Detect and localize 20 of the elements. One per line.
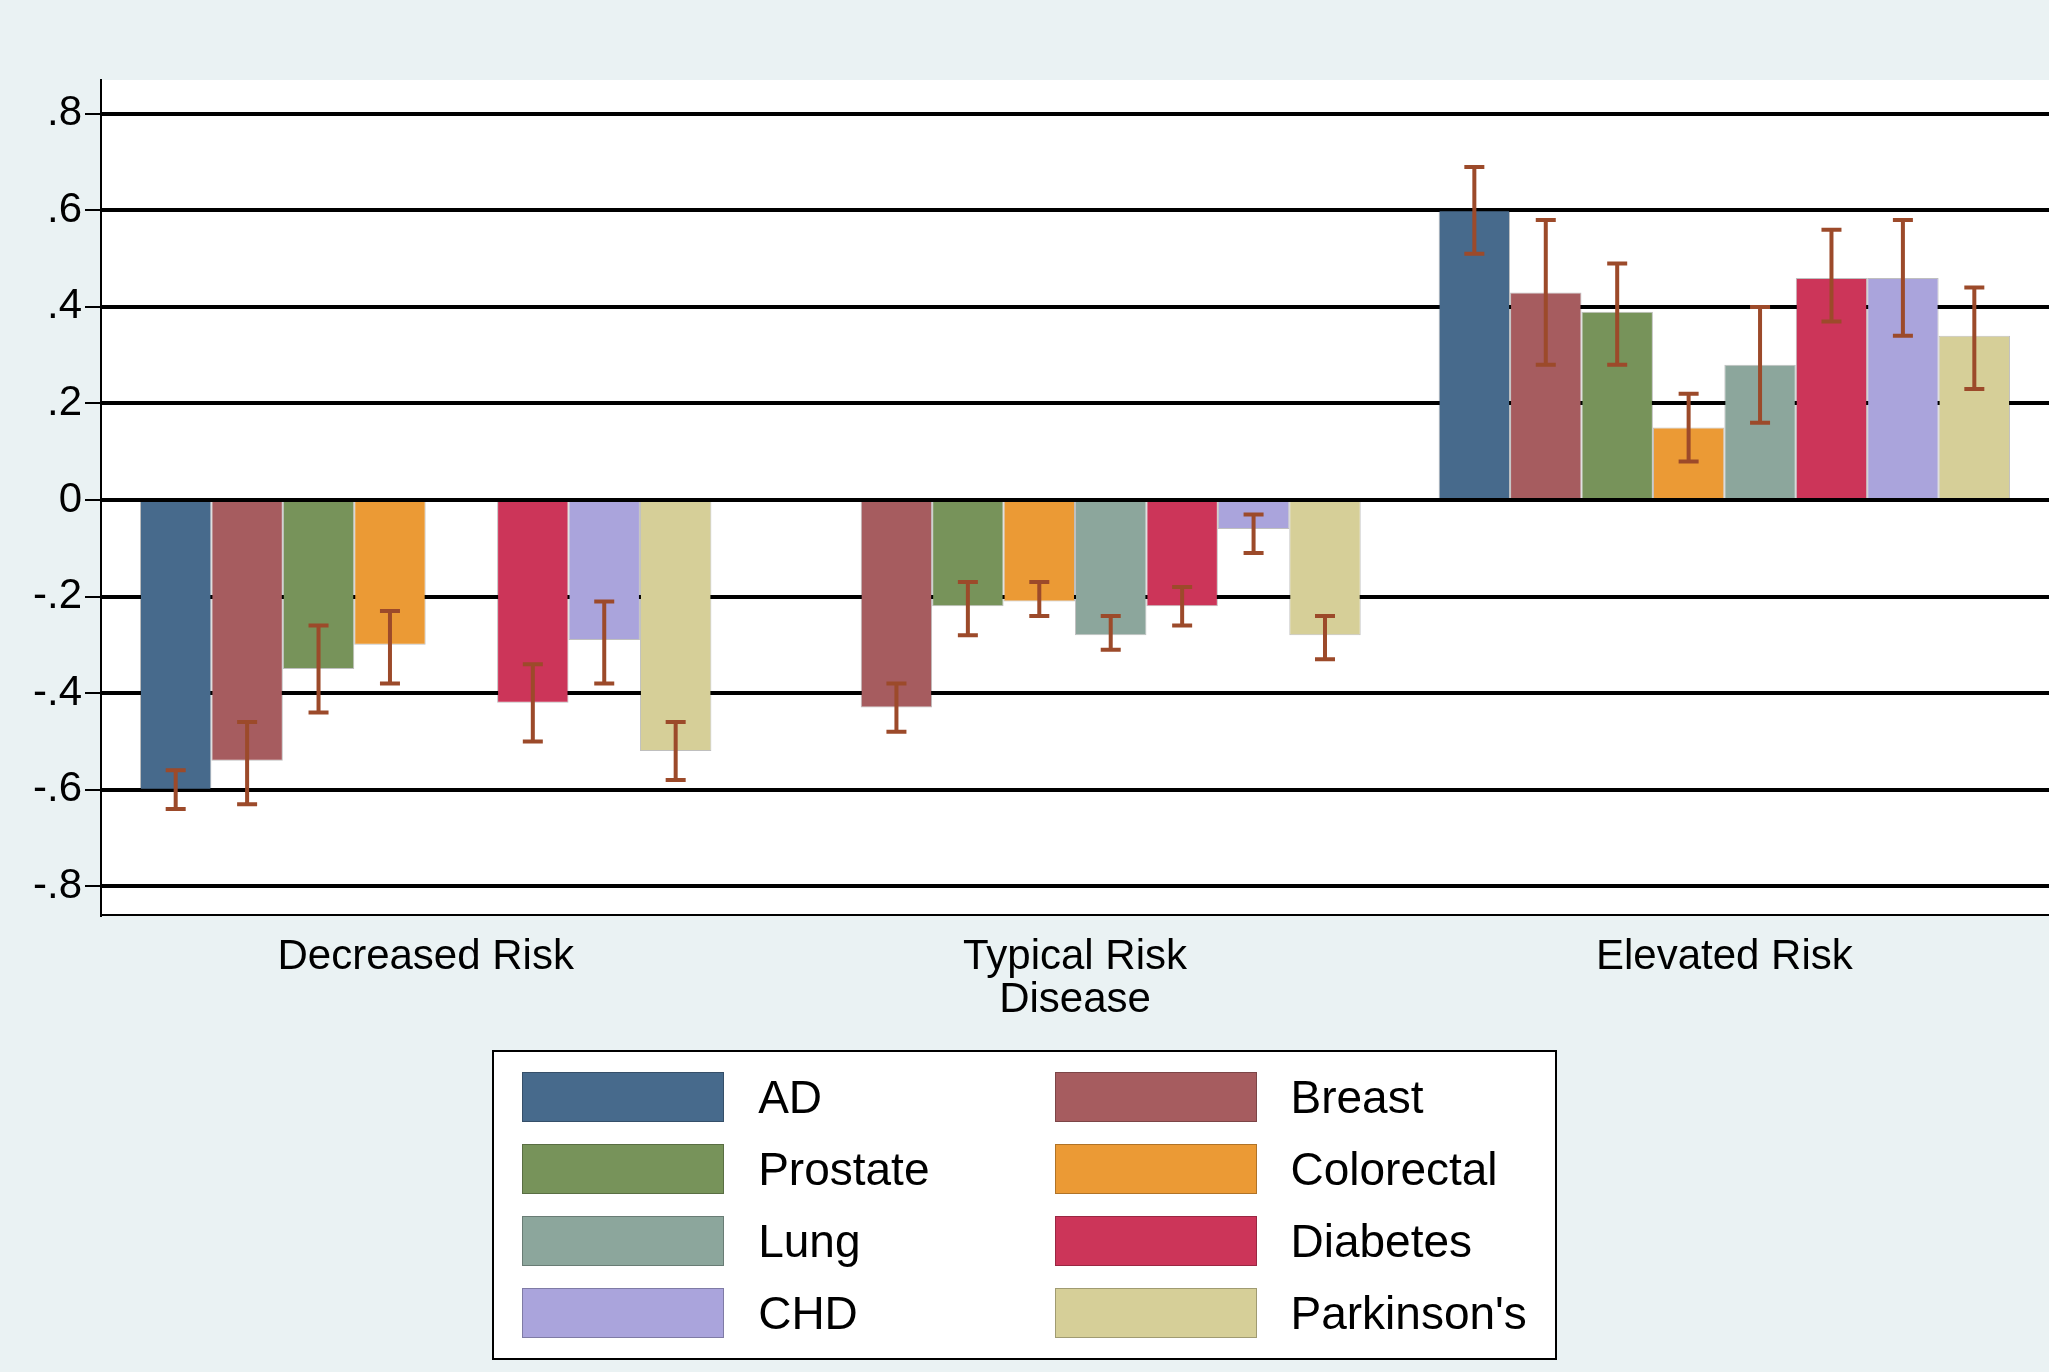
y-tick-label: -.4 [33,666,83,714]
y-tick-label: -.6 [33,763,83,811]
y-tick-label: .8 [46,87,83,135]
legend-label: Breast [1290,1070,1424,1124]
y-tick-label: .2 [46,377,83,425]
y-tick-label: .6 [46,183,83,231]
x-tick-label: Elevated Risk [1595,930,1854,978]
y-tick-label: 0 [58,473,83,521]
y-tick-label: -.8 [33,859,83,907]
legend-label: Parkinson's [1290,1286,1527,1340]
legend-label: Diabetes [1290,1214,1473,1268]
legend-label: CHD [758,1286,858,1340]
y-tick-label: .4 [46,280,83,328]
x-tick-label: Decreased Risk [277,930,575,978]
x-tick-label: Typical Risk [962,930,1189,978]
legend-label: AD [758,1070,823,1124]
legend-label: Prostate [758,1142,930,1196]
y-tick-label: -.2 [33,570,83,618]
legend-label: Colorectal [1290,1142,1498,1196]
legend-label: Lung [758,1214,861,1268]
